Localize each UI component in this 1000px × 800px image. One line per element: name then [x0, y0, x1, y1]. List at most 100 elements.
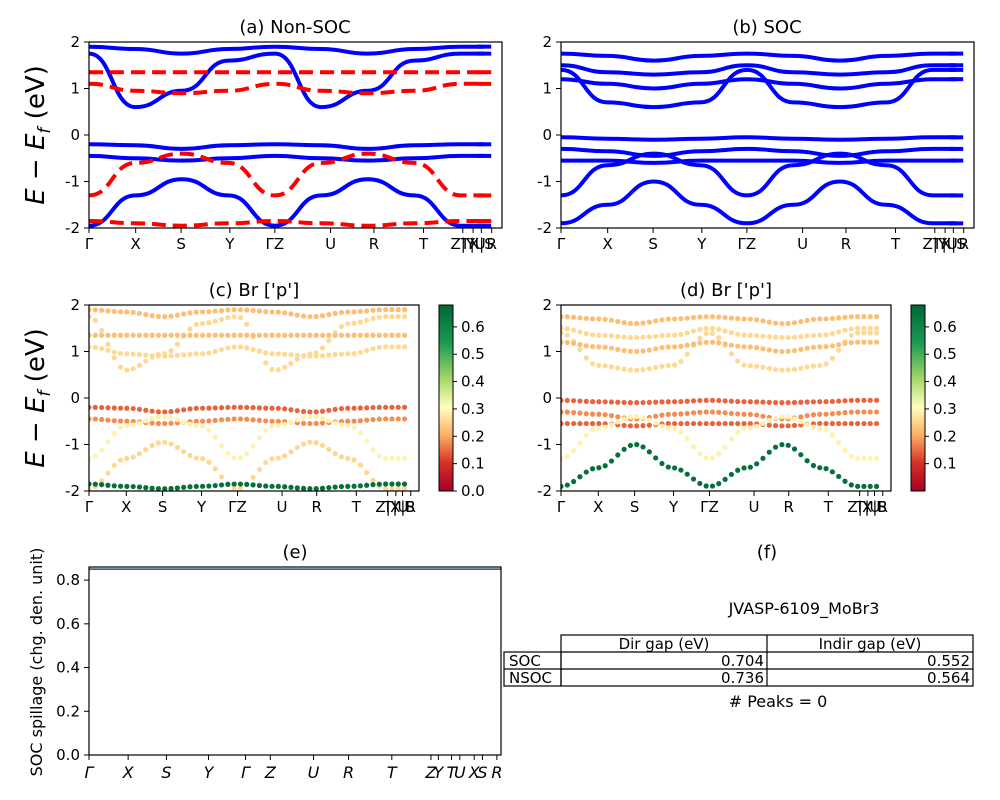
xtick-label-b: T|U — [931, 235, 957, 253]
weight-point — [338, 422, 345, 428]
band-line — [561, 51, 956, 63]
weight-point — [294, 352, 300, 358]
colorbar-tick-label: 0.2 — [461, 427, 485, 445]
weight-point — [798, 414, 804, 420]
weight-point — [155, 332, 162, 338]
weight-point — [823, 316, 829, 322]
weight-point — [747, 344, 753, 350]
weight-point — [634, 441, 640, 448]
weight-point — [640, 367, 646, 373]
weight-point — [383, 314, 389, 320]
ytick-label-e: 0.4 — [56, 659, 80, 677]
weight-point — [143, 352, 149, 358]
weight-point — [760, 399, 766, 405]
weight-point — [646, 449, 652, 455]
weight-point — [754, 345, 760, 351]
weight-point — [772, 423, 779, 429]
xtick-label-b: Y — [696, 235, 707, 253]
weight-point — [168, 408, 174, 415]
weight-point — [861, 409, 867, 415]
weight-point — [357, 430, 363, 436]
weight-point — [823, 399, 829, 405]
weight-point — [288, 311, 294, 317]
weight-point — [193, 423, 199, 429]
weight-point — [300, 441, 307, 447]
weight-point — [143, 485, 149, 491]
weight-point — [823, 332, 829, 338]
weight-point — [583, 469, 589, 475]
weight-point — [364, 438, 370, 444]
weight-point — [653, 455, 659, 461]
weight-point — [89, 455, 92, 462]
weight-point — [766, 417, 772, 424]
weight-point — [621, 334, 627, 340]
weight-point — [193, 455, 199, 461]
colorbar-tick-label: 0.3 — [933, 400, 957, 418]
weight-point — [89, 486, 92, 491]
weight-point — [608, 422, 615, 428]
weight-point — [678, 420, 684, 427]
weight-point — [212, 434, 218, 440]
weight-point — [608, 399, 615, 405]
weight-point — [659, 399, 665, 405]
weight-point — [653, 364, 659, 371]
weight-point — [684, 351, 690, 357]
colorbar-tick-label: 0.1 — [933, 455, 957, 473]
weight-point — [383, 481, 389, 487]
weight-point — [653, 413, 659, 419]
weight-point — [313, 485, 319, 491]
xtick-label-a: U — [325, 235, 336, 253]
weight-point — [646, 347, 652, 353]
weight-point — [741, 362, 747, 368]
weight-point — [155, 485, 162, 491]
weight-point — [200, 351, 206, 357]
weight-point — [395, 307, 401, 313]
weight-point — [92, 344, 98, 350]
colorbar-tick-label: 0.5 — [461, 345, 485, 363]
weight-point — [99, 404, 105, 411]
weight-point — [200, 405, 206, 411]
weight-point — [602, 344, 608, 350]
weight-point — [389, 416, 395, 422]
xtick-label-c: T|U — [382, 498, 408, 516]
weight-point — [791, 366, 798, 372]
weight-point — [193, 309, 199, 315]
weight-point — [237, 485, 244, 491]
weight-point — [357, 462, 363, 468]
weight-point — [193, 332, 199, 338]
weight-point — [741, 399, 747, 405]
weight-point — [741, 316, 747, 322]
weight-point — [345, 455, 351, 462]
weight-point — [376, 404, 382, 410]
weight-point — [798, 452, 804, 458]
weight-point — [143, 358, 149, 364]
weight-point — [861, 483, 867, 489]
weight-point — [162, 420, 168, 427]
weight-point — [798, 399, 804, 405]
weight-point — [168, 485, 174, 491]
weight-point — [256, 417, 263, 424]
weight-point — [200, 320, 206, 327]
weight-point — [615, 414, 621, 420]
weight-point — [678, 331, 684, 337]
ytick-label-d: 0 — [542, 389, 552, 407]
weight-point — [697, 409, 703, 415]
weight-point — [250, 443, 256, 449]
weight-point — [117, 405, 124, 411]
weight-point — [672, 425, 678, 432]
weight-point — [244, 332, 250, 338]
weight-point — [231, 485, 237, 491]
weight-point — [621, 320, 627, 326]
weight-point — [716, 326, 722, 332]
weight-point — [149, 353, 155, 359]
weight-point — [646, 366, 652, 372]
weight-point — [99, 327, 105, 334]
weight-point — [338, 454, 345, 460]
weight-point — [653, 399, 659, 405]
weight-point — [684, 410, 690, 417]
ytick-label-c: -2 — [65, 482, 80, 500]
xtick-label-c: Z|Y — [375, 498, 400, 516]
weight-point — [383, 455, 389, 462]
weight-point — [848, 482, 854, 488]
xtick-label-d: X — [593, 498, 603, 516]
